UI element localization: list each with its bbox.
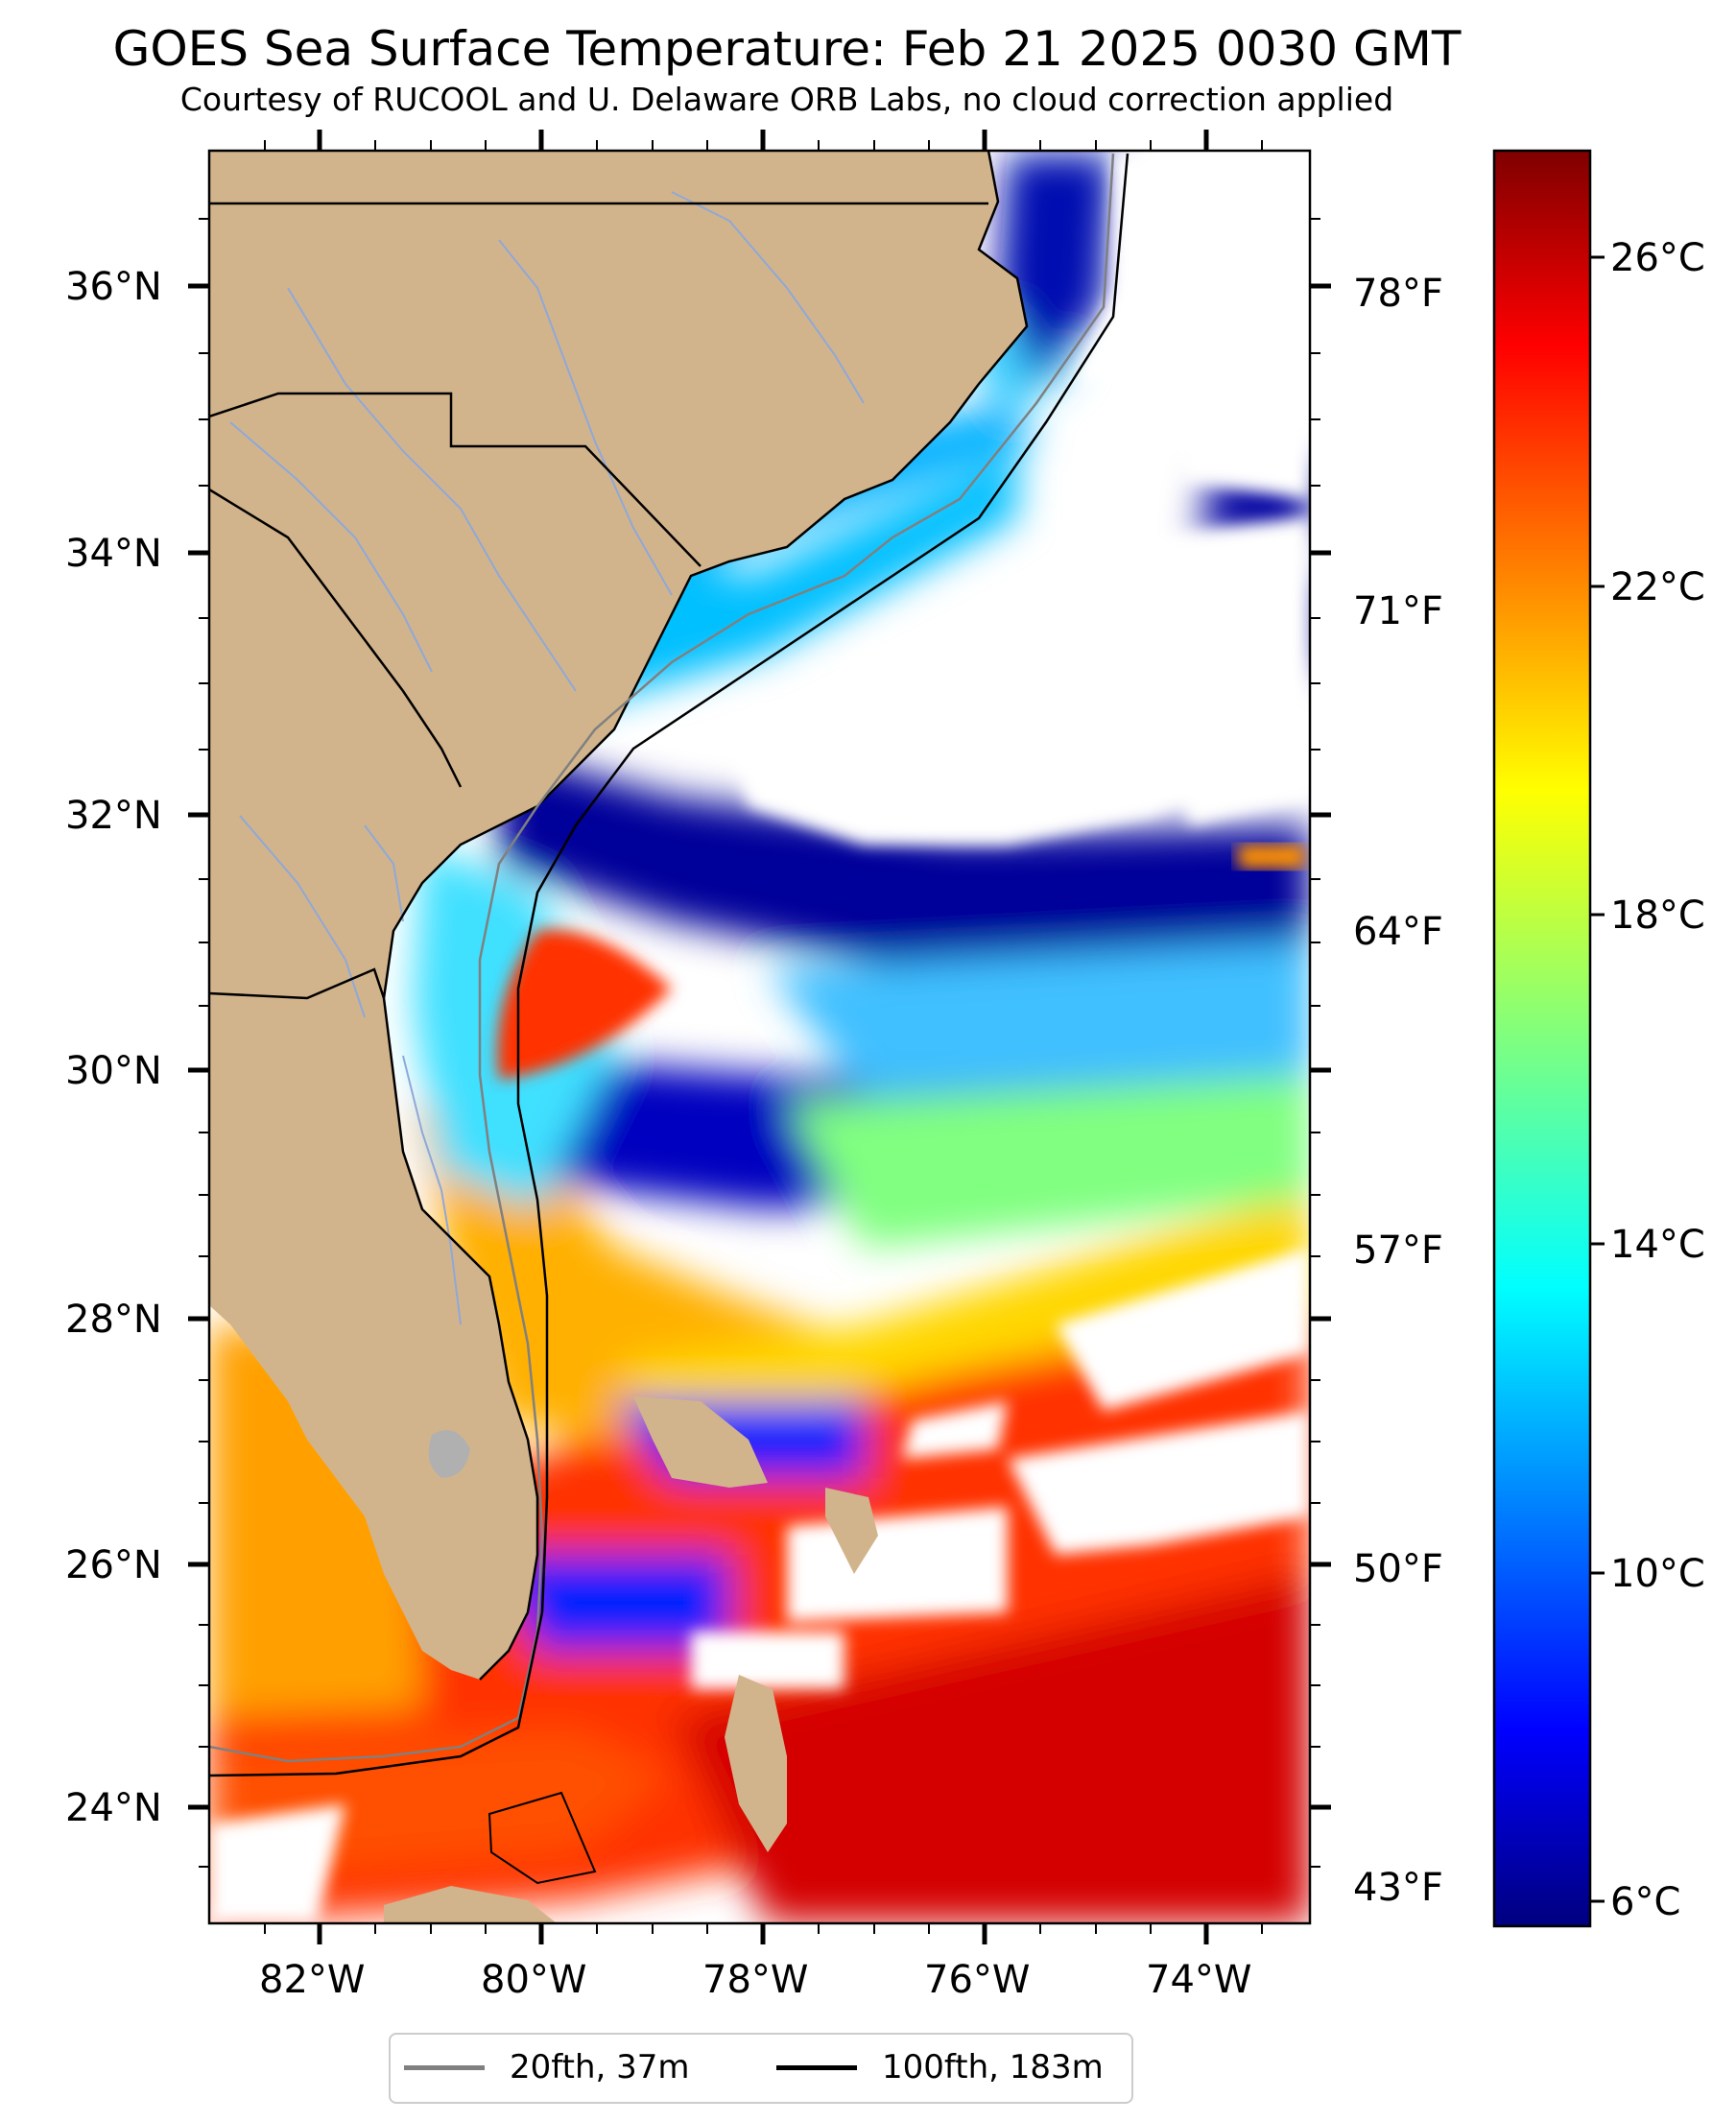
cuba-fragment bbox=[384, 1886, 557, 1923]
celsius-label-22: 22°C bbox=[1610, 565, 1705, 609]
legend-label-100fth: 100fth, 183m bbox=[882, 2048, 1104, 2086]
lat-major-ticks bbox=[188, 283, 1331, 1810]
lon-label-82w: 82°W bbox=[259, 1958, 366, 2002]
coastline bbox=[382, 151, 1029, 1681]
lat-label-28n: 28°N bbox=[65, 1298, 162, 1342]
bahamas-abaco bbox=[825, 1488, 878, 1574]
lon-label-74w: 74°W bbox=[1146, 1958, 1252, 2002]
cloud-masks bbox=[209, 154, 1310, 1923]
contour-20fth bbox=[209, 153, 1115, 1763]
warm-eddy bbox=[497, 929, 672, 1080]
lon-major-ticks bbox=[317, 130, 1209, 1944]
colorbar-celsius-ticks bbox=[1590, 255, 1605, 1903]
fahrenheit-label-78: 78°F bbox=[1353, 272, 1443, 316]
state-borders bbox=[209, 202, 988, 1000]
fahrenheit-label-71: 71°F bbox=[1353, 589, 1443, 633]
bahamas-andros bbox=[725, 1675, 787, 1852]
legend-line-black bbox=[776, 2064, 857, 2070]
rivers bbox=[229, 191, 865, 1325]
celsius-label-14: 14°C bbox=[1610, 1223, 1705, 1267]
map-frame bbox=[207, 149, 1312, 1925]
legend-line-gray bbox=[404, 2064, 485, 2070]
map-title: GOES Sea Surface Temperature: Feb 21 202… bbox=[112, 21, 1462, 77]
lat-label-34n: 34°N bbox=[65, 532, 162, 576]
fahrenheit-label-50: 50°F bbox=[1353, 1547, 1443, 1591]
celsius-label-6: 6°C bbox=[1610, 1880, 1681, 1924]
lat-label-30n: 30°N bbox=[65, 1049, 162, 1093]
lat-label-24n: 24°N bbox=[65, 1786, 162, 1830]
map-panel bbox=[209, 151, 1310, 1923]
bahamas-grand bbox=[633, 1396, 768, 1488]
lon-label-76w: 76°W bbox=[924, 1958, 1031, 2002]
cay-sal bbox=[488, 1791, 597, 1885]
us-southeast-land bbox=[209, 151, 1027, 1680]
lake-okeechobee bbox=[428, 1430, 470, 1478]
contour-legend: 20fth, 37m 100fth, 183m bbox=[389, 2033, 1133, 2104]
sst-field bbox=[209, 154, 1310, 1923]
celsius-label-26: 26°C bbox=[1610, 236, 1705, 280]
legend-item-20fth: 20fth, 37m bbox=[404, 2046, 690, 2088]
colorbar-gradient bbox=[1492, 149, 1592, 1928]
fahrenheit-label-64: 64°F bbox=[1353, 910, 1443, 954]
lat-label-36n: 36°N bbox=[65, 265, 162, 309]
minor-ticks bbox=[199, 140, 1320, 1934]
lat-label-32n: 32°N bbox=[65, 794, 162, 838]
celsius-label-10: 10°C bbox=[1610, 1552, 1705, 1596]
legend-item-100fth: 100fth, 183m bbox=[776, 2046, 1104, 2088]
legend-label-20fth: 20fth, 37m bbox=[510, 2048, 690, 2086]
lon-label-80w: 80°W bbox=[481, 1958, 587, 2002]
celsius-label-18: 18°C bbox=[1610, 894, 1705, 938]
map-subtitle: Courtesy of RUCOOL and U. Delaware ORB L… bbox=[179, 81, 1394, 118]
fahrenheit-label-43: 43°F bbox=[1353, 1866, 1443, 1910]
lat-label-26n: 26°N bbox=[65, 1543, 162, 1587]
contour-100fth bbox=[209, 153, 1130, 1777]
lon-label-78w: 78°W bbox=[702, 1958, 809, 2002]
fahrenheit-label-57: 57°F bbox=[1353, 1228, 1443, 1273]
